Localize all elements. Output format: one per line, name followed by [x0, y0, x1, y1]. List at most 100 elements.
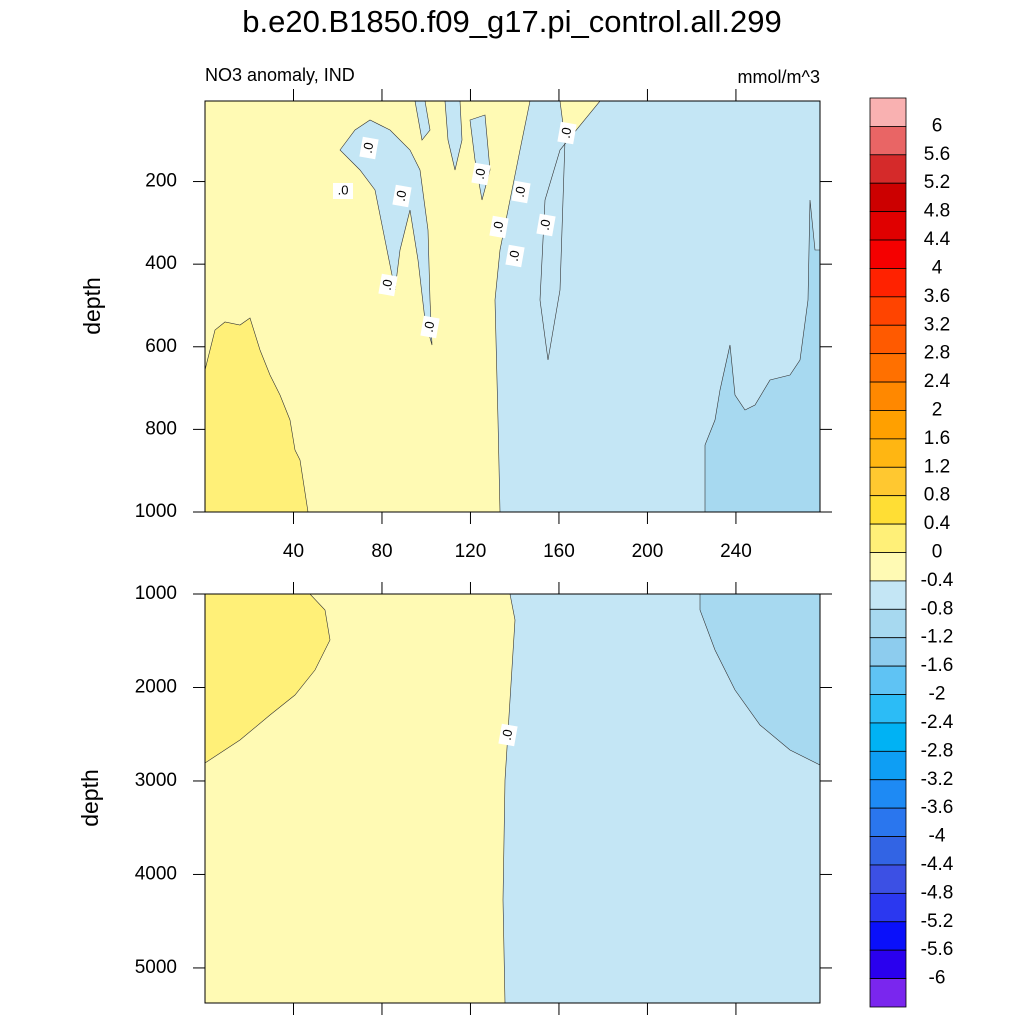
- colorbar-label: -4.4: [921, 854, 954, 875]
- colorbar-box: [869, 182, 907, 213]
- colorbar-label: -5.6: [921, 939, 954, 960]
- colorbar-label: 3.2: [924, 314, 950, 335]
- colorbar-box: [869, 126, 907, 156]
- colorbar-label: -4.8: [921, 882, 954, 903]
- contour-label-bg: [420, 315, 440, 339]
- colorbar-label: 4.8: [924, 201, 950, 222]
- colorbar-box: [869, 807, 907, 837]
- colorbar-label: 0.8: [924, 485, 950, 506]
- colorbar-box: [869, 381, 907, 411]
- contour-label-bg: [498, 723, 518, 747]
- contour-fill: [204, 593, 821, 1004]
- y-tick-label: 3000: [135, 770, 177, 791]
- colorbar-label: 2.8: [924, 343, 950, 364]
- colorbar-box: [869, 268, 907, 298]
- contour-label-text: .0: [537, 218, 554, 231]
- colorbar-label: 0: [932, 542, 943, 563]
- colorbar-box: [869, 296, 907, 326]
- x-tick-label: 160: [543, 541, 575, 562]
- colorbar-box: [869, 921, 907, 951]
- colorbar-box: [869, 324, 907, 355]
- contour-label: .0: [420, 315, 440, 339]
- colorbar-box: [869, 211, 907, 241]
- colorbar-label: -1.2: [921, 627, 954, 648]
- y-axis-title: depth: [79, 277, 105, 335]
- colorbar-box: [869, 353, 907, 383]
- contour-label: .0: [333, 182, 353, 199]
- colorbar-label: 0.4: [924, 513, 951, 534]
- subtitle-right: mmol/m^3: [738, 67, 820, 87]
- plot-frame: [204, 100, 821, 513]
- colorbar-label: 3.6: [924, 286, 950, 307]
- contour-label-text: .0: [379, 278, 396, 291]
- contour-label: .0: [359, 136, 379, 160]
- contour-label: .0: [392, 184, 412, 208]
- colorbar-label: 5.6: [924, 144, 950, 165]
- contour-label-bg: [557, 121, 577, 145]
- contour-label-bg: [333, 183, 353, 199]
- contour-label-bg: [392, 184, 412, 208]
- colorbar-box: [869, 836, 907, 866]
- colorbar-box: [869, 637, 907, 667]
- contour-label-bg: [359, 136, 379, 160]
- colorbar-box: [869, 523, 907, 553]
- plot-frame: [204, 593, 821, 1004]
- contour-label-bg: [536, 213, 556, 237]
- colorbar-label: -2: [929, 684, 946, 705]
- colorbar-label: 2: [932, 399, 943, 420]
- contour-label-text: .0: [421, 320, 438, 333]
- colorbar-label: -0.4: [921, 570, 954, 591]
- x-tick-label: 80: [371, 541, 392, 562]
- colorbar-box: [869, 466, 907, 497]
- colorbar-box: [869, 580, 907, 610]
- colorbar-label: -4: [929, 826, 946, 847]
- y-tick-label: 4000: [135, 863, 177, 884]
- y-tick-label: 800: [145, 418, 177, 439]
- y-tick-label: 2000: [135, 677, 177, 698]
- contour-label-text: .0: [472, 167, 489, 180]
- y-tick-label: 1000: [135, 501, 177, 522]
- colorbar-label: -5.2: [921, 911, 954, 932]
- colorbar-label: -0.8: [921, 598, 954, 619]
- y-tick-label: 400: [145, 253, 177, 274]
- contour-label-text: .0: [558, 126, 575, 139]
- colorbar-label: 4.4: [924, 229, 951, 250]
- y-tick-label: 200: [145, 171, 177, 192]
- colorbar-box: [869, 750, 907, 781]
- subtitle-left: NO3 anomaly, IND: [205, 65, 355, 85]
- colorbar-box: [869, 495, 907, 525]
- contour-label: .0: [498, 723, 518, 747]
- contour-label-bg: [471, 162, 491, 186]
- colorbar-label: 1.6: [924, 428, 950, 449]
- colorbar-label: -3.6: [921, 797, 954, 818]
- colorbar-label: 2.4: [924, 371, 951, 392]
- figure-title: b.e20.B1850.f09_g17.pi_control.all.299: [242, 4, 782, 39]
- colorbar-label: -6: [929, 968, 946, 989]
- colorbar-box: [869, 694, 907, 724]
- colorbar-box: [869, 239, 907, 269]
- colorbar-box: [869, 978, 907, 1008]
- contour-label: .0: [489, 215, 509, 239]
- colorbar-box: [869, 97, 907, 127]
- colorbar-box: [869, 949, 907, 979]
- contour-label-text: .0: [360, 141, 377, 154]
- contour-label: .0: [505, 244, 525, 268]
- contour-label: .0: [536, 213, 556, 237]
- x-tick-label: 200: [632, 541, 664, 562]
- colorbar-box: [869, 665, 907, 695]
- contour-label-bg: [511, 180, 531, 204]
- contour-label-bg: [378, 273, 398, 297]
- colorbar-box: [869, 552, 907, 582]
- colorbar-box: [869, 608, 907, 639]
- contour-label-text: .0: [512, 185, 529, 198]
- colorbar-box: [869, 779, 907, 809]
- colorbar-label: -2.4: [921, 712, 954, 733]
- contour-label-text: .0: [499, 728, 516, 741]
- contour-label: .0: [471, 162, 491, 186]
- colorbar-label: 1.2: [924, 456, 950, 477]
- y-tick-label: 1000: [135, 583, 177, 604]
- contour-label: .0: [378, 273, 398, 297]
- contour-label-bg: [489, 215, 509, 239]
- contour-label: .0: [511, 180, 531, 204]
- colorbar-box: [869, 722, 907, 752]
